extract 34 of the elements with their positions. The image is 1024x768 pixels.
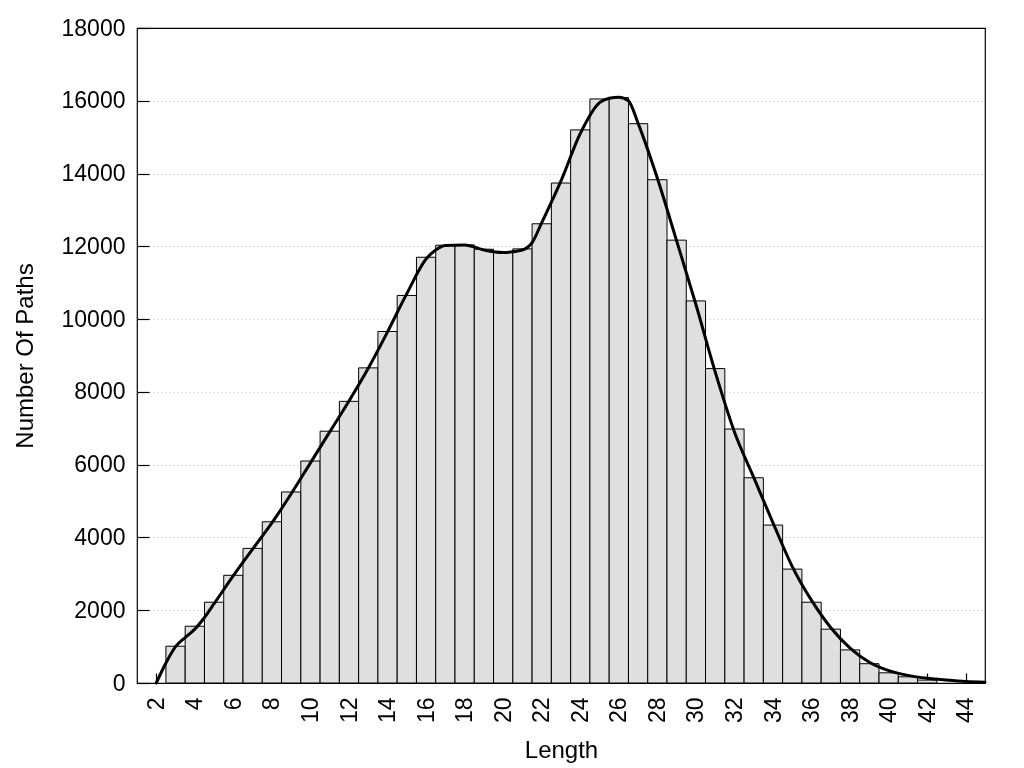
x-tick-label: 28 bbox=[643, 697, 670, 724]
y-tick-label: 6000 bbox=[74, 451, 126, 478]
x-tick-label: 34 bbox=[759, 697, 786, 724]
y-tick-label: 4000 bbox=[74, 523, 126, 550]
y-tick-label: 18000 bbox=[61, 14, 126, 41]
x-tick-label: 10 bbox=[296, 697, 323, 724]
y-axis-title: Number Of Paths bbox=[10, 263, 38, 449]
x-tick-label: 42 bbox=[913, 697, 940, 724]
x-axis-title: Length bbox=[524, 735, 599, 763]
x-tick-label: 44 bbox=[952, 697, 979, 724]
x-tick-label: 36 bbox=[798, 697, 825, 724]
x-tick-label: 40 bbox=[875, 697, 902, 724]
x-tick-label: 8 bbox=[258, 697, 285, 711]
x-tick-label: 14 bbox=[374, 697, 401, 724]
x-tick-label: 18 bbox=[451, 697, 478, 724]
x-tick-label: 6 bbox=[219, 697, 246, 711]
y-tick-label: 0 bbox=[112, 669, 126, 696]
y-tick-label: 14000 bbox=[61, 160, 126, 187]
y-tick-label: 12000 bbox=[61, 232, 126, 259]
x-tick-label: 32 bbox=[720, 697, 747, 724]
y-tick-label: 2000 bbox=[74, 596, 126, 623]
x-tick-label: 26 bbox=[605, 697, 632, 724]
x-tick-label: 22 bbox=[528, 697, 555, 724]
x-tick-label: 4 bbox=[181, 697, 208, 711]
x-tick-label: 30 bbox=[682, 697, 709, 724]
x-tick-label: 20 bbox=[489, 697, 516, 724]
y-tick-label: 16000 bbox=[61, 87, 126, 114]
x-tick-label: 2 bbox=[142, 697, 169, 711]
y-tick-label: 10000 bbox=[61, 305, 126, 332]
x-tick-label: 16 bbox=[412, 697, 439, 724]
x-tick-label: 12 bbox=[335, 697, 362, 724]
x-tick-label: 38 bbox=[836, 697, 863, 724]
y-tick-label: 8000 bbox=[74, 378, 126, 405]
x-tick-label: 24 bbox=[566, 697, 593, 724]
